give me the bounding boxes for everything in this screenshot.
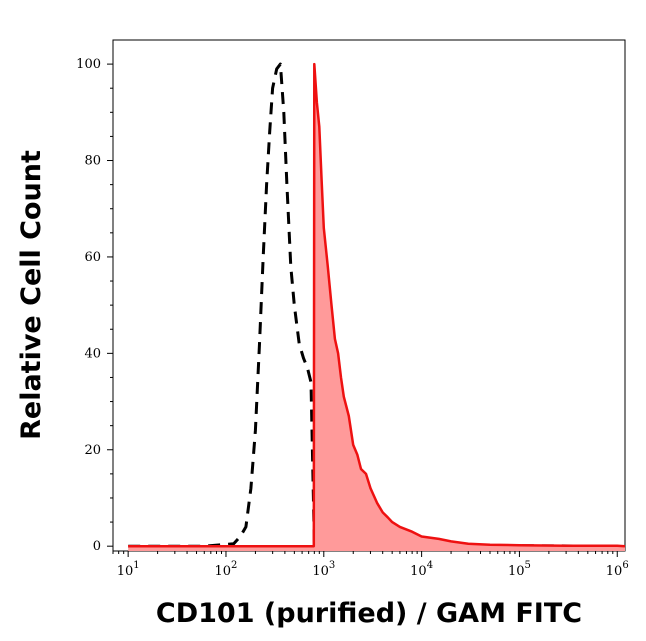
y-tick-label: 0	[93, 539, 101, 554]
y-tick-label: 100	[76, 57, 101, 72]
x-tick-label: 106	[606, 560, 629, 579]
y-tick-label: 40	[84, 346, 101, 361]
x-tick-label: 103	[312, 560, 335, 579]
x-tick-label: 101	[117, 560, 140, 579]
y-tick-label: 20	[84, 443, 101, 458]
y-axis-title: Relative Cell Count	[16, 150, 47, 440]
x-axis: 101 102 103 104 105 106	[112, 551, 629, 579]
x-axis-title: CD101 (purified) / GAM FITC	[156, 598, 582, 629]
series-2-fill	[128, 64, 625, 551]
x-tick-label: 104	[410, 560, 433, 579]
x-tick-label: 105	[508, 560, 531, 579]
series-layer	[128, 62, 626, 551]
y-tick-label: 60	[84, 250, 101, 265]
y-tick-label: 80	[84, 154, 101, 169]
plot-frame	[112, 39, 626, 552]
y-axis: 0 20 40 60 80 100	[76, 57, 113, 554]
series-2-line	[128, 62, 626, 548]
x-tick-label: 102	[215, 560, 238, 579]
series-1-line	[128, 62, 618, 548]
